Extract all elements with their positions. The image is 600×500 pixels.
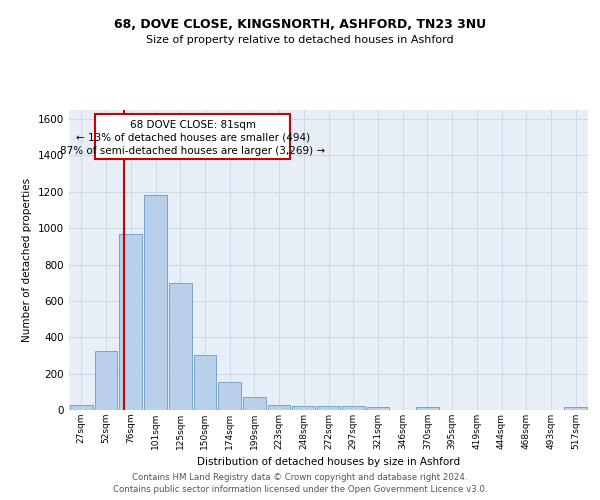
Bar [95,351,118,410]
Text: Contains HM Land Registry data © Crown copyright and database right 2024.: Contains HM Land Registry data © Crown c… [132,472,468,482]
Bar [194,354,216,410]
Text: Size of property relative to detached houses in Ashford: Size of property relative to detached ho… [146,35,454,45]
Bar [342,406,365,410]
Bar [243,398,266,410]
Text: Contains public sector information licensed under the Open Government Licence v3: Contains public sector information licen… [113,485,487,494]
X-axis label: Distribution of detached houses by size in Ashford: Distribution of detached houses by size … [197,458,460,468]
Text: 68 DOVE CLOSE: 81sqm: 68 DOVE CLOSE: 81sqm [130,120,256,130]
Bar [119,234,142,410]
Bar [169,282,191,410]
Text: 87% of semi-detached houses are larger (3,269) →: 87% of semi-detached houses are larger (… [60,146,325,156]
Bar [70,406,93,410]
Bar [292,406,315,410]
Bar [367,408,389,410]
Bar [564,408,587,410]
Y-axis label: Number of detached properties: Number of detached properties [22,178,32,342]
Bar [416,408,439,410]
Bar [317,406,340,410]
Bar [218,382,241,410]
Text: 68, DOVE CLOSE, KINGSNORTH, ASHFORD, TN23 3NU: 68, DOVE CLOSE, KINGSNORTH, ASHFORD, TN2… [114,18,486,30]
Bar [268,406,290,410]
Bar [144,194,167,410]
Bar [95,114,290,159]
Text: ← 13% of detached houses are smaller (494): ← 13% of detached houses are smaller (49… [76,133,310,143]
